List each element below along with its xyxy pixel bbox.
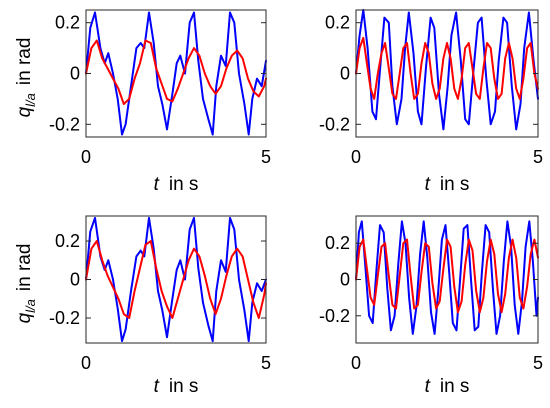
x-axis-variable: t — [425, 376, 431, 397]
x-tick-label: 0 — [351, 147, 361, 167]
top-left-chart: 0.20-0.20 5t in sql/ain rad — [14, 9, 271, 195]
y-tick-label: 0 — [340, 270, 350, 290]
x-tick-label: 5 — [533, 353, 543, 373]
x-axis-unit: in s — [440, 174, 470, 195]
y-tick-label: -0.2 — [319, 306, 350, 326]
x-axis-variable: t — [154, 376, 160, 397]
y-tick-label: 0.2 — [55, 231, 80, 251]
x-axis-label: t in s — [154, 174, 199, 195]
series-line-1 — [85, 216, 267, 343]
x-axis-label: t in s — [154, 376, 199, 397]
series-line-2 — [355, 36, 539, 100]
y-axis-unit: in rad — [14, 244, 35, 292]
series-line-2 — [355, 238, 539, 314]
x-axis-unit: in s — [169, 174, 199, 195]
series-line-2 — [85, 39, 267, 105]
bottom-left-chart: 0.2 0 -0.2 0 5 t in s ql/a in rad — [14, 215, 271, 397]
y-axis-label: ql/a in rad — [14, 244, 38, 324]
series-line-1 — [355, 220, 539, 335]
x-tick-label: 5 — [533, 147, 543, 167]
x-axis-variable: t — [425, 174, 431, 195]
series-line-2 — [85, 240, 267, 319]
x-tick-label: 5 — [261, 353, 271, 373]
x-tick-label: 5 — [261, 147, 271, 167]
y-axis-unit: in rad — [14, 38, 35, 86]
series-line-1 — [355, 9, 539, 131]
y-axis-subscript: l/a — [23, 299, 38, 313]
x-axis-label: t in s — [425, 376, 470, 397]
x-axis-label: t in s — [425, 174, 470, 195]
y-tick-label: -0.2 — [319, 114, 350, 134]
series-line-1 — [85, 11, 267, 136]
x-axis-unit: in s — [169, 376, 199, 397]
y-tick-label: 0 — [70, 270, 80, 290]
y-tick-label: 0.2 — [55, 13, 80, 33]
y-tick-label: -0.2 — [49, 308, 80, 328]
y-tick-label: -0.2 — [49, 114, 80, 134]
y-axis-variable: q — [14, 312, 35, 323]
x-axis-unit: in s — [440, 376, 470, 397]
x-tick-label: 0 — [81, 353, 91, 373]
top-right-chart: 0.20-0.20 5t in s — [319, 9, 543, 195]
x-axis-variable: t — [154, 174, 160, 195]
y-tick-label: 0 — [70, 64, 80, 84]
y-tick-label: 0.2 — [325, 233, 350, 253]
x-tick-label: 0 — [351, 353, 361, 373]
y-axis-label: ql/a in rad — [14, 38, 38, 118]
y-tick-label: 0 — [340, 64, 350, 84]
x-tick-label: 0 — [81, 147, 91, 167]
bottom-right-chart: 0.2 0 -0.2 0 5 t in s — [319, 215, 543, 397]
y-axis-variable: q — [14, 106, 35, 117]
y-axis-subscript: l/a — [23, 93, 38, 107]
y-tick-label: 0.2 — [325, 13, 350, 33]
